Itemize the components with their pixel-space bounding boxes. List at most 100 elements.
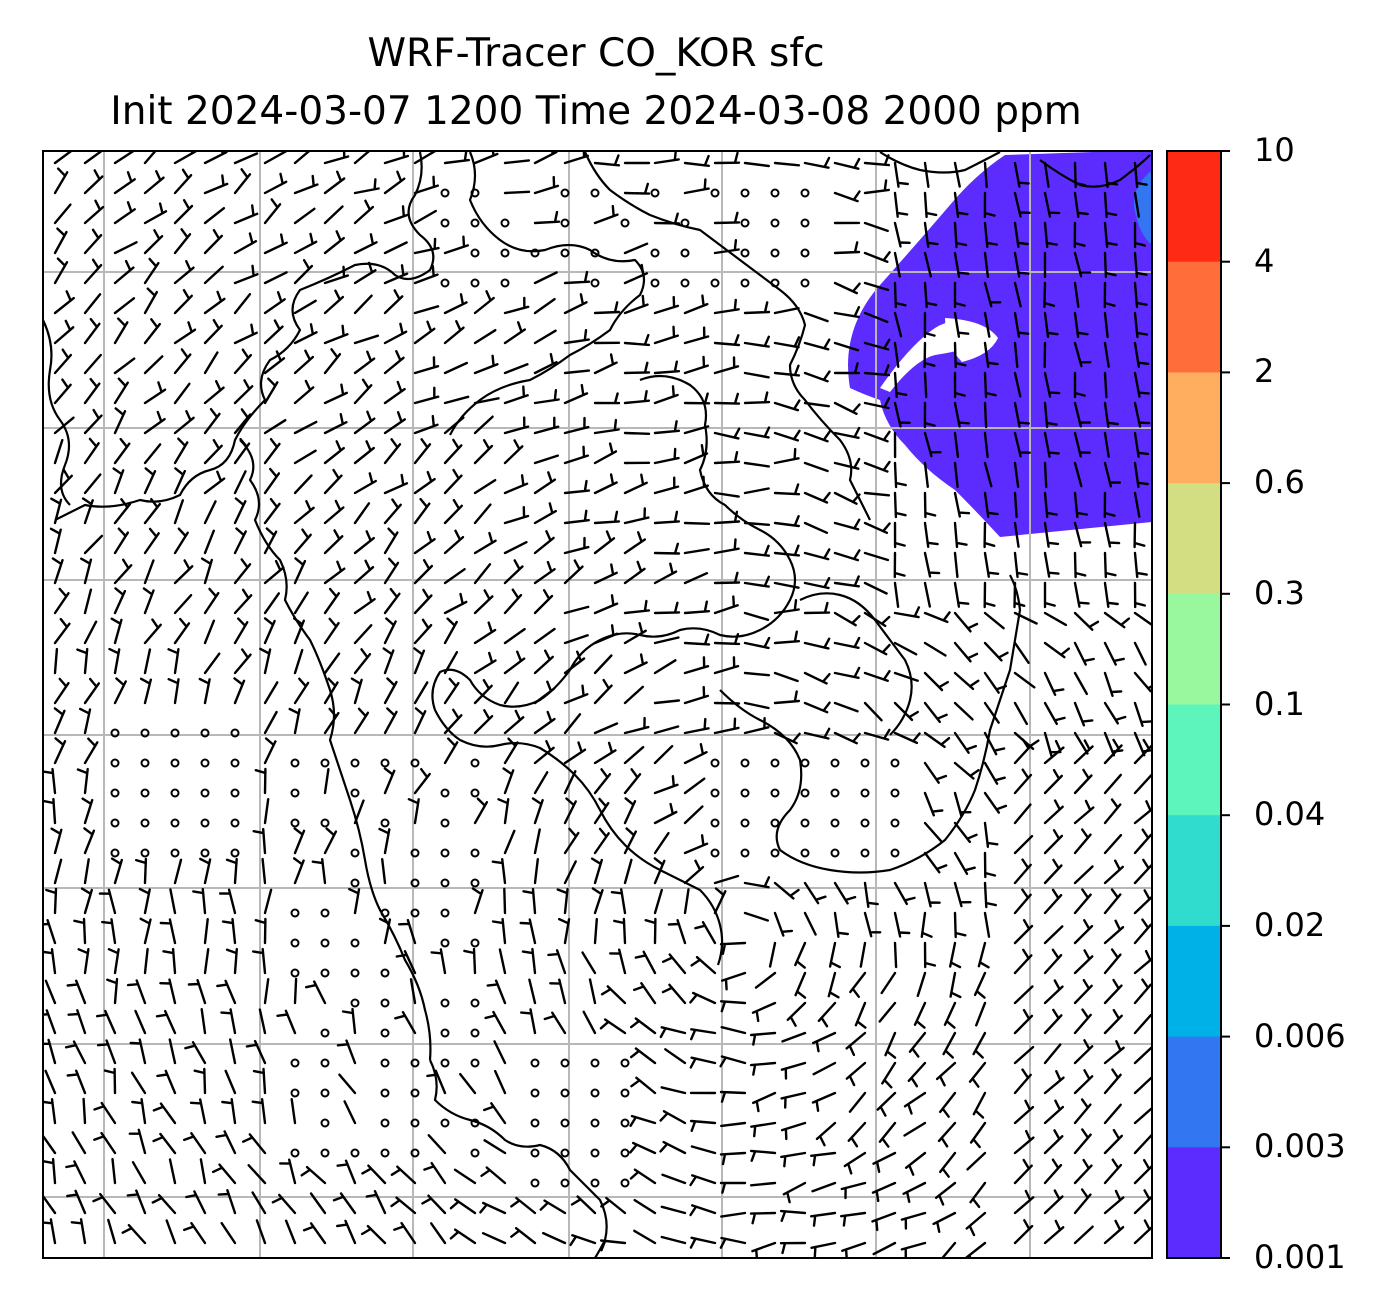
wind-barb xyxy=(893,671,919,682)
wind-barb xyxy=(413,497,431,525)
wind-barb xyxy=(863,551,890,562)
wind-barb xyxy=(751,1241,777,1258)
wind-barb xyxy=(1103,738,1123,765)
wind-barb xyxy=(893,521,906,549)
wind-barb xyxy=(923,251,932,278)
wind-barb xyxy=(547,949,567,975)
wind-barb xyxy=(1073,828,1092,855)
wind-barb xyxy=(493,1040,507,1065)
wind-barb xyxy=(113,558,133,585)
wind-barb xyxy=(683,444,709,465)
wind-barb xyxy=(1043,401,1058,429)
wind-barb xyxy=(293,500,315,525)
wind-barb xyxy=(113,317,129,345)
calm-wind-circle xyxy=(200,758,210,768)
wind-barb xyxy=(983,341,999,368)
wind-barb xyxy=(563,860,577,885)
wind-barb xyxy=(1073,731,1089,755)
wind-barb xyxy=(173,151,198,165)
wind-barb xyxy=(113,297,136,315)
wind-barb xyxy=(473,151,499,165)
wind-barb xyxy=(173,617,191,645)
wind-barb xyxy=(630,1076,657,1095)
wind-barb xyxy=(473,329,497,345)
wind-barb xyxy=(293,474,313,495)
wind-barb xyxy=(353,559,375,585)
wind-barb xyxy=(1103,798,1122,825)
wind-barb xyxy=(983,791,1008,814)
wind-barb xyxy=(683,392,711,405)
colorbar-segment xyxy=(1167,593,1221,706)
wind-barb xyxy=(893,641,918,656)
wind-barb xyxy=(473,290,495,315)
wind-barb xyxy=(1103,431,1110,458)
calm-wind-circle xyxy=(770,758,780,768)
wind-barb xyxy=(1013,401,1030,428)
wind-barb xyxy=(443,320,465,345)
wind-barb xyxy=(221,917,237,945)
wind-barb xyxy=(893,221,911,248)
wind-barb xyxy=(128,1128,147,1155)
wind-barb xyxy=(378,827,391,855)
wind-barb xyxy=(1073,341,1092,368)
wind-barb xyxy=(143,527,160,555)
wind-barb xyxy=(1103,731,1124,757)
wind-barb xyxy=(653,775,679,795)
wind-barb xyxy=(810,1211,837,1227)
wind-barb xyxy=(113,407,127,435)
wind-barb xyxy=(82,1097,87,1125)
wind-barb xyxy=(1103,551,1117,579)
wind-barb xyxy=(83,199,105,225)
wind-barb xyxy=(1103,701,1127,725)
wind-barb xyxy=(743,301,771,315)
wind-barb xyxy=(893,251,901,278)
wind-barb xyxy=(1073,431,1091,458)
wind-barb xyxy=(503,559,524,585)
wind-barb xyxy=(893,461,907,489)
wind-barb xyxy=(533,740,555,765)
wind-barb xyxy=(543,1011,567,1035)
wind-barb xyxy=(323,652,341,675)
wind-barb xyxy=(323,265,349,285)
calm-wind-circle xyxy=(140,758,150,768)
wind-barb xyxy=(103,1067,117,1095)
wind-barb xyxy=(533,649,554,675)
wind-barb xyxy=(1103,461,1122,488)
wind-barb xyxy=(1103,191,1118,219)
wind-barb xyxy=(833,549,861,562)
wind-barb xyxy=(491,858,507,885)
wind-barb xyxy=(216,979,237,1005)
wind-barb xyxy=(332,1192,357,1215)
wind-barb xyxy=(73,917,87,945)
wind-barb xyxy=(743,636,771,650)
calm-wind-circle xyxy=(170,818,180,828)
wind-barb xyxy=(569,1234,597,1247)
wind-barb xyxy=(443,617,458,645)
wind-barb xyxy=(169,888,177,915)
wind-barb xyxy=(633,1229,657,1245)
wind-barb xyxy=(623,390,651,405)
calm-wind-circle xyxy=(500,248,510,258)
calm-wind-circle xyxy=(740,818,750,828)
wind-barb xyxy=(1133,551,1148,579)
wind-barb xyxy=(413,356,440,375)
wind-barb xyxy=(203,619,216,645)
map-frame xyxy=(42,150,1153,1259)
wind-barb xyxy=(623,361,651,375)
wind-barb xyxy=(293,591,309,615)
wind-barb xyxy=(1133,671,1152,693)
wind-barb xyxy=(876,1091,897,1117)
wind-barb xyxy=(323,468,343,495)
wind-barb xyxy=(383,498,402,525)
wind-barb xyxy=(413,305,440,315)
wind-barb xyxy=(143,257,160,285)
wind-barb xyxy=(443,708,463,735)
wind-barb xyxy=(360,1224,387,1245)
wind-barb xyxy=(983,551,1000,578)
calm-wind-circle xyxy=(380,1058,390,1068)
wind-barb xyxy=(353,472,377,495)
wind-barb xyxy=(353,502,371,525)
wind-barb xyxy=(713,656,740,675)
wind-barb xyxy=(1133,1075,1152,1095)
wind-barb xyxy=(1103,671,1123,697)
